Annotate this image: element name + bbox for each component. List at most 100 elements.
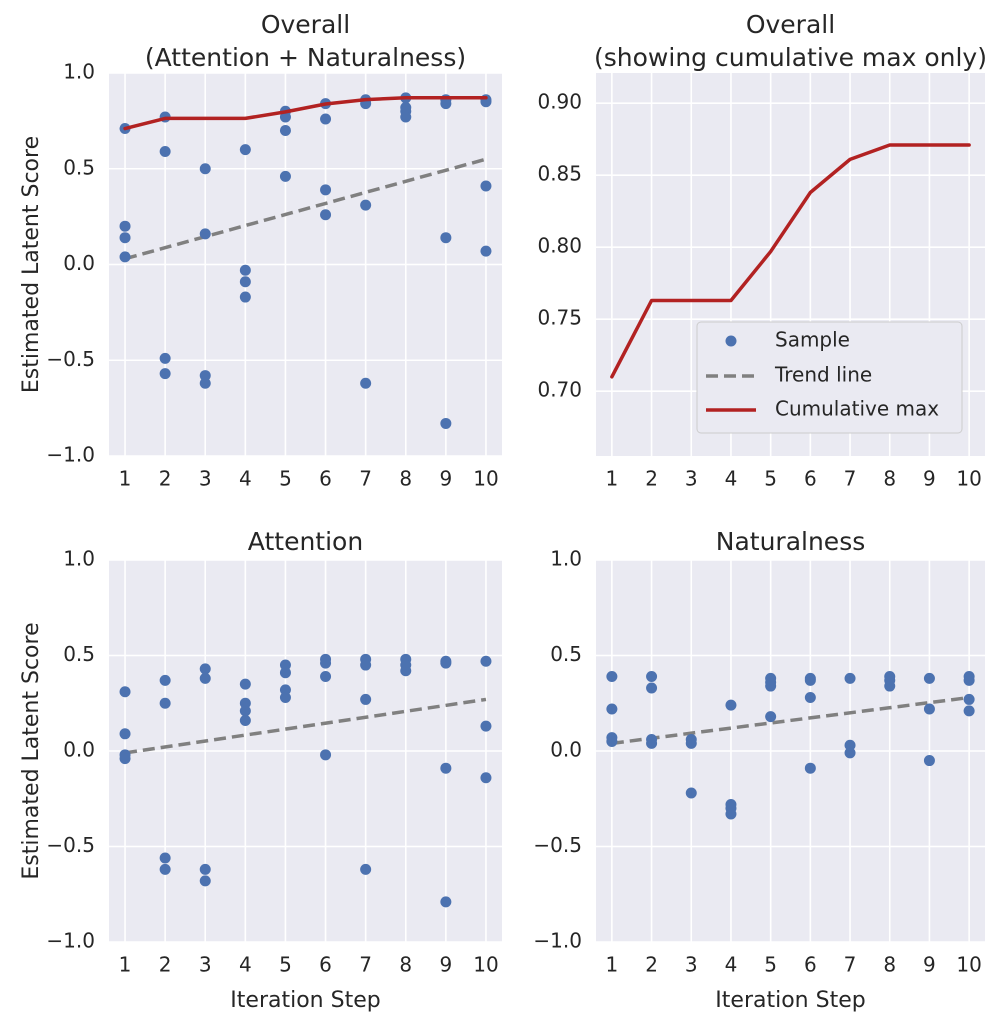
x-tick-label: 5 [279, 953, 292, 977]
x-tick-label: 4 [725, 467, 738, 491]
x-tick-label: 6 [804, 467, 817, 491]
sample-point [159, 146, 171, 158]
sample-point [199, 875, 211, 887]
x-tick-label: 10 [473, 953, 498, 977]
x-tick-label: 9 [439, 953, 452, 977]
sample-point [360, 199, 372, 211]
sample-point [844, 672, 856, 684]
sample-point [159, 852, 171, 864]
sample-point [320, 671, 332, 683]
y-tick-label: −0.5 [46, 347, 95, 371]
sample-point [119, 251, 131, 263]
y-tick-label: 1.0 [63, 547, 95, 571]
sample-point [279, 684, 291, 696]
sample-point [239, 705, 251, 717]
sample-point [400, 665, 412, 677]
sample-point [159, 697, 171, 709]
sample-point [279, 692, 291, 704]
x-tick-label: 2 [645, 467, 658, 491]
x-tick-label: 7 [359, 953, 372, 977]
sample-point [804, 674, 816, 686]
chart-title: (showing cumulative max only) [594, 43, 987, 72]
x-tick-label: 3 [199, 467, 212, 491]
sample-point [320, 749, 332, 761]
x-tick-label: 4 [725, 953, 738, 977]
sample-point [480, 655, 492, 667]
panel-overall: Overall (Attention + Naturalness) 1 2 3 4 5 6 7 8… [19, 10, 502, 491]
sample-point [480, 720, 492, 732]
y-tick-label: −1.0 [46, 443, 95, 467]
x-axis-label: Iteration Step [715, 988, 865, 1013]
sample-point [159, 368, 171, 380]
x-tick-label: 2 [645, 953, 658, 977]
x-tick-label: 5 [764, 953, 777, 977]
sample-point [804, 762, 816, 774]
y-tick-label: 0.90 [537, 90, 582, 114]
sample-point [844, 739, 856, 751]
y-tick-label: 0.5 [550, 642, 582, 666]
chart-title: (Attention + Naturalness) [145, 43, 466, 72]
x-tick-label: 3 [685, 467, 698, 491]
y-tick-label: 0.80 [537, 234, 582, 258]
sample-point [199, 370, 211, 382]
y-tick-label: 1.0 [550, 547, 582, 571]
sample-point [844, 747, 856, 759]
panel-overall-cummax: Overall (showing cumulative max only) 1 2 3 4… [537, 10, 987, 491]
y-axis-label: Estimated Latent Score [19, 622, 44, 879]
x-tick-label: 8 [399, 953, 412, 977]
trend-line [124, 157, 487, 261]
sample-point [119, 753, 131, 765]
sample-point [199, 672, 211, 684]
sample-point [199, 663, 211, 675]
y-tick-label: 0.70 [537, 378, 582, 402]
x-tick-label: 1 [119, 953, 132, 977]
y-tick-label: 0.75 [537, 306, 582, 330]
x-tick-label: 4 [239, 953, 252, 977]
x-tick-label: 7 [844, 953, 857, 977]
sample-point [963, 705, 975, 717]
x-tick-label: 3 [199, 953, 212, 977]
x-tick-label: 2 [159, 953, 172, 977]
y-tick-label: 0.0 [550, 738, 582, 762]
sample-point [279, 667, 291, 679]
x-tick-label: 10 [956, 467, 981, 491]
sample-point [159, 352, 171, 364]
cumulative-max-line [610, 143, 971, 379]
sample-point [646, 671, 658, 683]
sample-point [685, 737, 697, 749]
sample-point [923, 672, 935, 684]
sample-point [279, 124, 291, 136]
sample-point [199, 377, 211, 389]
x-tick-label: 6 [319, 467, 332, 491]
sample-point [440, 762, 452, 774]
sample-point [606, 703, 618, 715]
x-tick-label: 8 [883, 467, 896, 491]
sample-point [320, 113, 332, 125]
panel-attention: Attention 1 2 3 4 5 6 7 8 9 10 −1.0 −0.5 0.0 0.5 1.0 Est… [19, 527, 502, 1013]
sample-point [199, 863, 211, 875]
sample-point [804, 692, 816, 704]
chart-title: Naturalness [716, 527, 866, 556]
y-tick-label: 0.5 [63, 642, 95, 666]
sample-point [199, 228, 211, 240]
sample-point [440, 98, 452, 110]
sample-point [320, 209, 332, 221]
y-tick-label: −1.0 [46, 929, 95, 953]
sample-point [320, 184, 332, 196]
chart-title: Overall [746, 10, 835, 39]
y-tick-label: −0.5 [533, 833, 582, 857]
x-tick-label: 1 [606, 467, 619, 491]
sample-point [923, 703, 935, 715]
sample-point [725, 808, 737, 820]
sample-point [239, 714, 251, 726]
y-tick-label: 1.0 [63, 60, 95, 84]
sample-point [480, 245, 492, 257]
y-tick-label: −1.0 [533, 929, 582, 953]
x-tick-label: 8 [883, 953, 896, 977]
sample-point [239, 144, 251, 156]
x-tick-label: 6 [319, 953, 332, 977]
legend-label: Cumulative max [775, 397, 939, 421]
legend-box [696, 321, 963, 434]
sample-point [923, 755, 935, 767]
